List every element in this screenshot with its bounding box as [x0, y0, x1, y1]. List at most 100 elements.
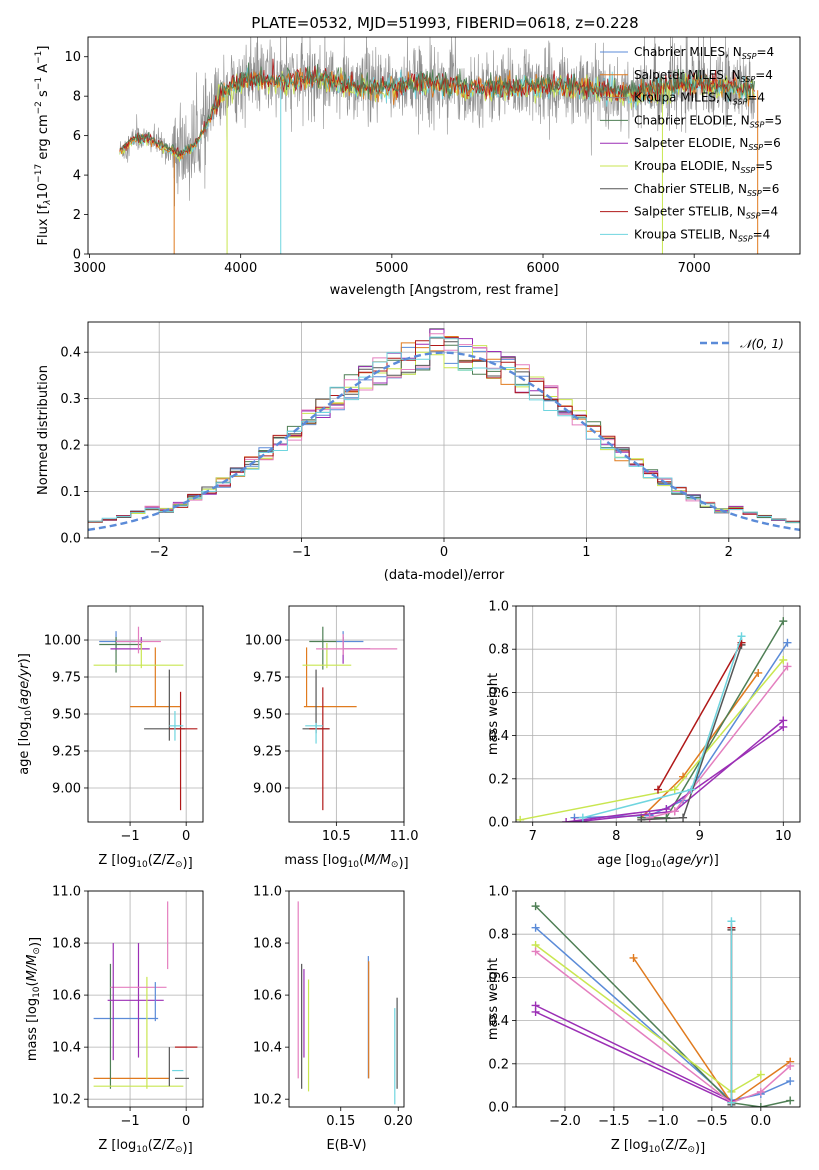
y-tick-label: 9.00: [253, 781, 282, 796]
data-point: [316, 634, 398, 655]
plus-marker: [737, 632, 746, 641]
x-tick-label: 6000: [526, 261, 559, 276]
x-tick-label: 0.15: [326, 1114, 355, 1129]
spectrum-panel: 3000 4000 5000 6000 7000 0 2 4 6 8 10 Chabrier MILE…: [34, 36, 801, 298]
data-point: [302, 642, 352, 669]
legend-entry: Kroupa MILES, NSSP=4: [634, 91, 765, 107]
y-tick-label: 10.6: [253, 989, 282, 1004]
y-tick-label: 0.0: [488, 1101, 509, 1116]
legend-entry: Chabrier ELODIE, NSSP=5: [634, 113, 782, 129]
y-tick-label: 10.00: [245, 634, 282, 649]
x-tick-label: −0.5: [696, 1114, 728, 1129]
plus-marker: [756, 1087, 765, 1096]
spectrum-plot-area: [119, 37, 759, 254]
y-tick-label: 9.00: [52, 781, 81, 796]
legend-entry: Salpeter ELODIE, NSSP=6: [634, 136, 781, 152]
y-tick-label: 0.3: [60, 392, 81, 407]
mass_vs_EBV-panel: 0.15 0.20 10.2 10.4 10.6 10.8 11.0 E(B-V): [253, 885, 413, 1154]
x-tick-label: 0: [440, 545, 448, 560]
y-tick-label: 4: [73, 169, 81, 184]
y-tick-label: 10.2: [253, 1093, 282, 1108]
data-point: [93, 642, 184, 669]
y-tick-label: 10.00: [44, 634, 81, 649]
x-tick-label: 9: [696, 829, 704, 844]
axes-frame: [87, 321, 801, 539]
data-point: [169, 711, 184, 741]
x-axis-label: age [log10(age/yr)]: [597, 853, 719, 870]
x-tick-label: 10: [775, 829, 792, 844]
plus-marker: [786, 1077, 795, 1086]
x-tick-label: 4000: [224, 261, 257, 276]
plus-marker: [727, 1098, 736, 1107]
y-axis-label: age [log10(age/yr)]: [17, 653, 34, 775]
legend-entry: 𝒩(0, 1): [740, 337, 784, 351]
y-tick-label: 0.4: [488, 729, 509, 744]
legend-entry: Chabrier MILES, NSSP=4: [634, 45, 774, 61]
age_vs_mass-plot-area: [302, 626, 398, 811]
plus-marker: [654, 785, 662, 794]
plus-marker: [786, 1096, 795, 1105]
y-tick-label: 10.6: [52, 989, 81, 1004]
legend-entry: Salpeter MILES, NSSP=4: [634, 68, 773, 84]
data-point: [144, 669, 186, 741]
plus-marker: [783, 638, 792, 647]
axes-frame: [87, 36, 801, 255]
y-tick-label: 0.2: [488, 772, 509, 787]
weight-series-line: [582, 635, 743, 819]
legend-entry: Kroupa STELIB, NSSP=4: [634, 227, 770, 243]
axes-frame: [87, 605, 204, 823]
y-tick-label: 10.4: [52, 1041, 81, 1056]
x-tick-label: 5000: [375, 261, 408, 276]
y-tick-label: 0.8: [488, 643, 509, 658]
legend-entry: Salpeter STELIB, NSSP=4: [634, 205, 778, 221]
x-axis-label: Z [log10(Z/Z⊙)]: [98, 1138, 192, 1156]
x-tick-label: −2.0: [549, 1114, 581, 1129]
y-tick-label: 0.8: [488, 928, 509, 943]
x-tick-label: 2: [725, 545, 733, 560]
weight-series-line: [657, 642, 743, 790]
residuals-legend: 𝒩(0, 1): [700, 337, 784, 351]
y-tick-label: 11.0: [253, 885, 282, 900]
x-axis-label: wavelength [Angstrom, rest frame]: [330, 283, 559, 298]
mass_vs_Z-plot-area: [93, 901, 198, 1089]
y-axis-label: mass [log10(M/M⊙)]: [25, 937, 43, 1061]
plus-marker: [531, 902, 540, 911]
y-tick-label: 6: [73, 129, 81, 144]
plus-marker: [779, 617, 788, 626]
mass_weight_vs_age-plot-area: [516, 617, 792, 822]
data-point: [303, 647, 357, 708]
data-point: [116, 626, 161, 654]
weight-series-line: [641, 620, 784, 819]
data-point: [107, 943, 164, 1058]
x-axis-label: Z [log10(Z/Z⊙)]: [611, 1138, 705, 1156]
x-axis-label: (data-model)/error: [384, 568, 505, 583]
plus-marker: [516, 815, 525, 822]
model-spectrum-line: [119, 58, 755, 157]
x-tick-label: −2: [150, 545, 169, 560]
model-spectrum-line: [119, 62, 755, 157]
y-tick-label: 9.75: [253, 671, 282, 686]
normal-distribution-curve: [88, 351, 800, 532]
y-tick-label: 9.25: [52, 744, 81, 759]
x-tick-label: 0: [182, 1114, 190, 1129]
x-tick-label: −1: [292, 545, 311, 560]
data-point: [309, 687, 330, 811]
x-tick-label: 0: [182, 829, 190, 844]
legend-entry: Chabrier STELIB, NSSP=6: [634, 182, 779, 198]
figure-title: PLATE=0532, MJD=51993, FIBERID=0618, z=0…: [251, 14, 638, 32]
y-tick-label: 10.8: [52, 937, 81, 952]
plus-marker: [645, 813, 654, 822]
mass_weight_vs_Z-panel: −2.0 −1.5 −1.0 −0.5 0.0 0.0 0.2 0.4 0.6 0.8 1.0 mas…: [486, 885, 801, 1156]
residual-histogram: [88, 337, 800, 523]
age_vs_Z-panel: −1 0 9.00 9.25 9.50 9.75 10.00 Z [log10(Z/Z⊙)] a…: [17, 605, 204, 871]
x-tick-label: 8: [612, 829, 620, 844]
residual-histogram: [88, 345, 800, 523]
data-point: [305, 722, 323, 744]
mass_vs_Z-panel: −1 0 10.2 10.4 10.6 10.8 11.0 Z [log10(Z/Z⊙)] ma…: [25, 885, 204, 1156]
plus-marker: [531, 923, 540, 932]
plus-marker: [756, 1103, 765, 1107]
spectrum-legend: Chabrier MILES, NSSP=4 Salpeter MILES, NS…: [600, 45, 782, 243]
data-point: [336, 631, 364, 651]
legend-entry: Kroupa ELODIE, NSSP=5: [634, 159, 773, 175]
plus-marker: [531, 947, 540, 956]
